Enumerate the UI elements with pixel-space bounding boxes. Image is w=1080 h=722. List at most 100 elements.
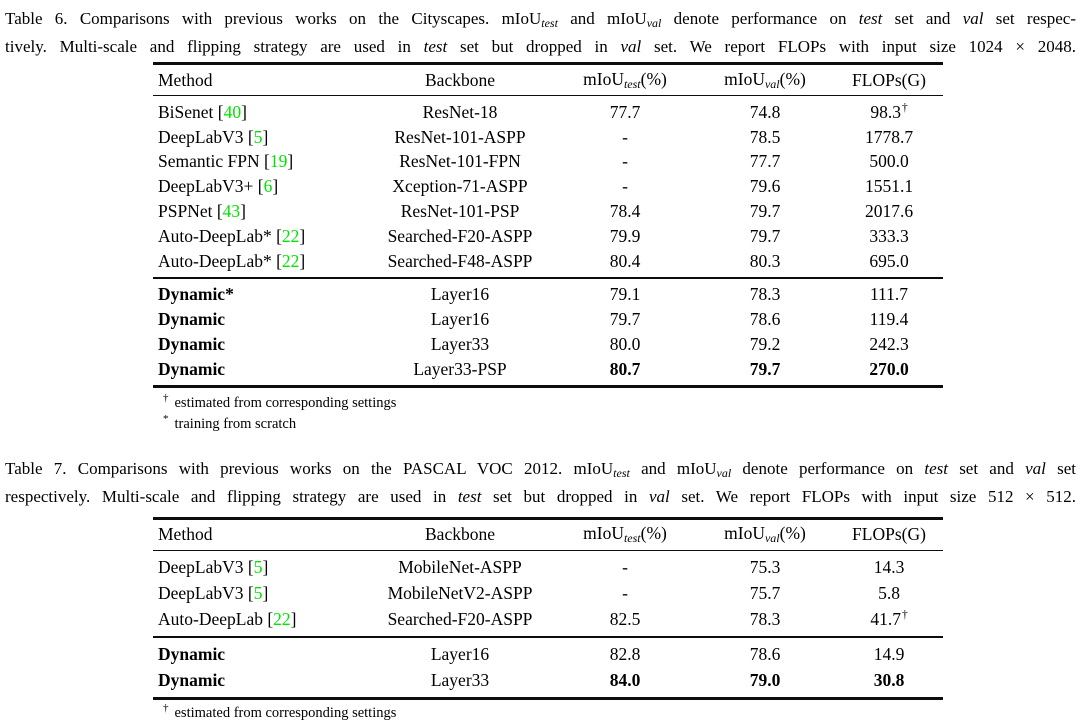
footnote-marker: †: [163, 391, 169, 404]
method-cell: Auto-DeepLab* [22]: [158, 225, 306, 246]
backbone-cell-text: ResNet-101-PSP: [400, 201, 520, 222]
miou-test-cell: -: [555, 125, 695, 150]
table-row: BiSenet [40] ResNet-18 77.7 74.8 98.3†: [153, 96, 943, 125]
method-name: Auto-DeepLab*: [158, 225, 272, 246]
citation-link[interactable]: 5: [253, 557, 263, 578]
text-run: set and: [947, 458, 1026, 478]
flops-cell-text: 41.7: [870, 609, 901, 630]
flops-cell: 270.0: [835, 357, 943, 386]
method-name: PSPNet: [158, 201, 213, 222]
backbone-cell-text: Layer33-PSP: [413, 358, 507, 379]
table7-caption-line-1: Table 7. Comparisons with previous works…: [5, 457, 1076, 485]
citation-link[interactable]: 40: [223, 101, 242, 122]
method-cell: Dynamic: [153, 668, 365, 699]
miou-val-cell-text: 78.3: [749, 284, 781, 305]
backbone-cell-text: Layer16: [430, 309, 490, 330]
miou-test-cell: 79.9: [555, 224, 695, 249]
backbone-cell: Searched-F20-ASPP: [365, 224, 555, 249]
column-header-method: Method: [158, 524, 213, 545]
backbone-cell: Xception-71-ASPP: [365, 174, 555, 199]
subscript-text: test: [623, 531, 641, 546]
citation-link[interactable]: 5: [253, 583, 263, 604]
miou-val-cell-text: 79.7: [749, 201, 781, 222]
method-cell: Dynamic: [153, 307, 365, 332]
citation-link[interactable]: 22: [281, 225, 300, 246]
miou-val-cell: 79.7: [695, 199, 835, 224]
flops-cell-text: 242.3: [869, 334, 909, 355]
miou-val-cell-text: 75.3: [749, 557, 781, 578]
column-header-miou-val: mIoUval(%): [724, 523, 806, 546]
method-cell: BiSenet [40]: [158, 101, 247, 122]
subscript-text: test: [623, 76, 641, 91]
miou-test-cell: 84.0: [555, 668, 695, 699]
table-row: Semantic FPN [19] ResNet-101-FPN - 77.7 500.…: [153, 150, 943, 175]
flops-cell-text: 111.7: [869, 284, 909, 305]
footnote: † estimated from corresponding settings: [163, 391, 1076, 414]
footnote: * training from scratch: [163, 413, 1076, 435]
table-row: Dynamic* Layer16 79.1 78.3 111.7: [153, 278, 943, 308]
citation-link[interactable]: 19: [269, 151, 288, 172]
text-run: and mIoU: [629, 458, 717, 478]
flops-cell-text: 98.3: [870, 101, 901, 122]
backbone-cell-text: ResNet-18: [422, 101, 498, 122]
backbone-cell: Searched-F48-ASPP: [365, 249, 555, 278]
flops-cell: 30.8: [835, 668, 943, 699]
miou-val-cell: 78.6: [695, 307, 835, 332]
table7-caption-line-2: respectively. Multi-scale and flipping s…: [5, 485, 1076, 508]
method-cell: DeepLabV3 [5]: [158, 557, 269, 578]
method-name: Dynamic: [158, 670, 226, 691]
miou-val-cell-text: 79.0: [749, 670, 781, 691]
text-run: set: [1045, 458, 1076, 478]
method-name: Dynamic*: [158, 284, 234, 305]
method-name: Auto-DeepLab*: [158, 250, 272, 271]
table-row: DeepLabV3 [5] MobileNetV2-ASPP - 75.7 5.8: [153, 581, 943, 607]
table6-header: Method Backbone mIoUtest(%) mIoUval(%) FLOPs…: [153, 64, 943, 96]
table-row: Auto-DeepLab* [22] Searched-F20-ASPP 79.9 7…: [153, 224, 943, 249]
miou-val-cell-text: 74.8: [749, 101, 781, 122]
method-name: DeepLabV3: [158, 583, 244, 604]
citation-link[interactable]: 22: [281, 250, 300, 271]
subscript-text: val: [764, 76, 780, 91]
flops-cell: 14.3: [835, 550, 943, 581]
flops-cell: 98.3†: [835, 96, 943, 125]
miou-val-cell: 80.3: [695, 249, 835, 278]
column-header-method: Method: [158, 69, 213, 90]
table7-header: Method Backbone mIoUtest(%) mIoUval(%) FLOPs…: [153, 518, 943, 551]
italic-text: val: [962, 9, 984, 28]
text-run: denote performance on: [661, 9, 859, 28]
text-run: tively. Multi-scale and flipping strateg…: [5, 37, 424, 56]
table-row: DeepLabV3 [5] MobileNet-ASPP - 75.3 14.3: [153, 550, 943, 581]
miou-val-cell-text: 78.6: [749, 644, 781, 665]
miou-val-cell-text: 79.2: [749, 334, 781, 355]
miou-val-cell: 77.7: [695, 150, 835, 175]
backbone-cell: Layer16: [365, 637, 555, 668]
miou-test-cell-text: -: [622, 126, 628, 147]
miou-val-cell-text: 79.6: [749, 176, 781, 197]
miou-test-cell-text: 82.8: [609, 644, 641, 665]
backbone-cell-text: Layer33: [430, 670, 490, 691]
method-name: DeepLabV3+: [158, 176, 254, 197]
backbone-cell: Layer33-PSP: [365, 357, 555, 386]
header-row: Method Backbone mIoUtest(%) mIoUval(%) FLOPs…: [153, 518, 943, 551]
method-cell: Semantic FPN [19]: [158, 151, 294, 172]
flops-cell: 5.8: [835, 581, 943, 607]
backbone-cell: ResNet-101-PSP: [365, 199, 555, 224]
citation-link[interactable]: 6: [263, 176, 273, 197]
miou-test-cell: 82.8: [555, 637, 695, 668]
miou-test-cell: 82.5: [555, 607, 695, 637]
miou-test-cell: 78.4: [555, 199, 695, 224]
method-cell: Auto-DeepLab [22]: [158, 609, 297, 630]
table6-caption-line-2: tively. Multi-scale and flipping strateg…: [5, 35, 1076, 58]
citation-link[interactable]: 43: [222, 201, 241, 222]
citation-link[interactable]: 5: [253, 126, 263, 147]
table6-previous-works-group: BiSenet [40] ResNet-18 77.7 74.8 98.3† DeepLa…: [153, 96, 943, 278]
flops-cell-text: 333.3: [869, 225, 909, 246]
backbone-cell-text: ResNet-101-FPN: [399, 151, 521, 172]
flops-cell-text: 14.3: [873, 557, 905, 578]
citation-link[interactable]: 22: [273, 609, 291, 630]
backbone-cell-text: Layer33: [430, 334, 490, 355]
subscript-text: val: [764, 531, 780, 546]
text-run: set respec-: [983, 9, 1077, 28]
flops-cell: 119.4: [835, 307, 943, 332]
backbone-cell-text: Searched-F20-ASPP: [387, 225, 533, 246]
